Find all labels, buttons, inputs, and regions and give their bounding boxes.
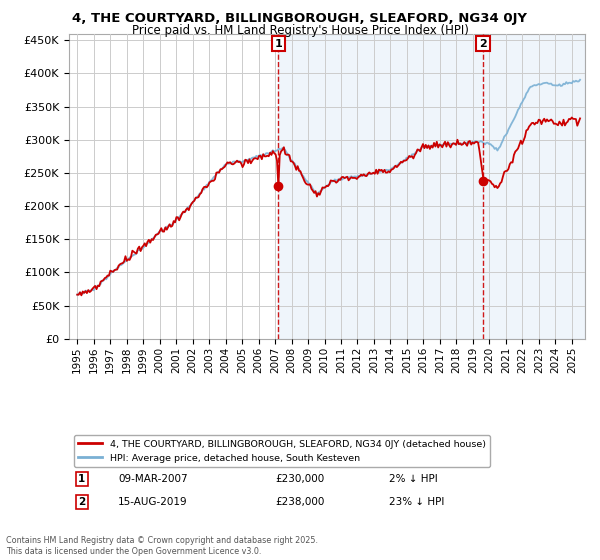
Text: 4, THE COURTYARD, BILLINGBOROUGH, SLEAFORD, NG34 0JY: 4, THE COURTYARD, BILLINGBOROUGH, SLEAFO…	[73, 12, 527, 25]
Text: 15-AUG-2019: 15-AUG-2019	[118, 497, 188, 507]
Legend: 4, THE COURTYARD, BILLINGBOROUGH, SLEAFORD, NG34 0JY (detached house), HPI: Aver: 4, THE COURTYARD, BILLINGBOROUGH, SLEAFO…	[74, 435, 490, 467]
Text: 23% ↓ HPI: 23% ↓ HPI	[389, 497, 444, 507]
Text: 1: 1	[274, 39, 282, 49]
Text: Contains HM Land Registry data © Crown copyright and database right 2025.
This d: Contains HM Land Registry data © Crown c…	[6, 536, 318, 556]
Text: 2: 2	[78, 497, 86, 507]
Bar	[278, 34, 585, 339]
Text: 2: 2	[479, 39, 487, 49]
Text: 1: 1	[78, 474, 86, 484]
Text: £238,000: £238,000	[275, 497, 325, 507]
Text: Price paid vs. HM Land Registry's House Price Index (HPI): Price paid vs. HM Land Registry's House …	[131, 24, 469, 36]
Text: 2% ↓ HPI: 2% ↓ HPI	[389, 474, 437, 484]
Text: £230,000: £230,000	[275, 474, 325, 484]
Text: 09-MAR-2007: 09-MAR-2007	[118, 474, 188, 484]
